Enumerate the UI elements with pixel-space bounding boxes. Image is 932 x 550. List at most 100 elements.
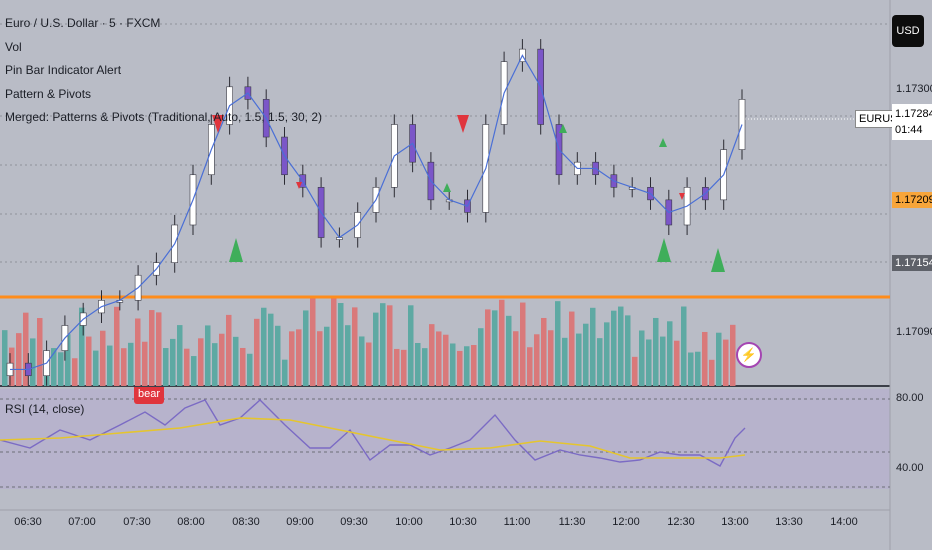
volume-bar bbox=[702, 331, 708, 386]
volume-bar bbox=[485, 309, 491, 386]
time-label: 13:00 bbox=[721, 516, 749, 528]
indicator-merged[interactable]: Merged: Patterns & Pivots (Traditional, … bbox=[5, 110, 323, 124]
volume-bar bbox=[149, 310, 155, 386]
indicator-vol[interactable]: Vol bbox=[5, 39, 22, 54]
volume-bar bbox=[184, 348, 190, 386]
bullish-triangle-marker bbox=[229, 238, 243, 262]
rsi-moving-average bbox=[0, 417, 746, 459]
volume-bar bbox=[268, 313, 274, 386]
volume-bar bbox=[93, 350, 99, 386]
lightning-icon[interactable]: ⚡ bbox=[736, 342, 762, 368]
volume-bar bbox=[261, 307, 267, 386]
indicator-pin-bar[interactable]: Pin Bar Indicator Alert bbox=[5, 63, 122, 77]
volume-bar bbox=[401, 349, 407, 386]
volume-bar bbox=[408, 305, 414, 386]
volume-bar bbox=[373, 312, 379, 386]
price-label-top: 1.17300 bbox=[896, 83, 932, 95]
rsi-label-80: 80.00 bbox=[896, 392, 924, 404]
volume-bar bbox=[527, 347, 533, 386]
volume-bar bbox=[352, 307, 358, 386]
volume-bar bbox=[30, 338, 36, 386]
volume-bar bbox=[716, 332, 722, 386]
small-bearish-marker bbox=[296, 182, 302, 189]
volume-bar bbox=[660, 336, 666, 386]
volume-bar bbox=[338, 303, 344, 386]
time-label: 07:30 bbox=[123, 516, 151, 528]
volume-bar bbox=[142, 341, 148, 386]
volume-bar bbox=[415, 342, 421, 386]
volume-bar bbox=[471, 345, 477, 386]
volume-bar bbox=[114, 306, 120, 386]
volume-bar bbox=[562, 337, 568, 386]
volume-bar bbox=[646, 339, 652, 386]
small-bearish-marker bbox=[679, 193, 685, 200]
volume-bar bbox=[254, 318, 260, 386]
volume-bar bbox=[156, 312, 162, 386]
bullish-triangle-marker bbox=[657, 238, 671, 262]
volume-bar bbox=[674, 340, 680, 386]
volume-bar bbox=[723, 339, 729, 386]
orange-level-tag: 1.17209 bbox=[892, 192, 932, 208]
volume-bar bbox=[191, 356, 197, 386]
volume-bar bbox=[443, 334, 449, 386]
volume-bar bbox=[310, 298, 316, 386]
volume-bar bbox=[681, 306, 687, 386]
volume-bar bbox=[240, 347, 246, 386]
volume-bar bbox=[345, 325, 351, 386]
volume-bar bbox=[317, 331, 323, 386]
volume-bar bbox=[58, 352, 64, 386]
chart-legend: Euro / U.S. Dollar · 5 · FXCM Vol Pin Ba… bbox=[5, 12, 322, 130]
volume-bar bbox=[597, 338, 603, 386]
volume-bar bbox=[289, 331, 295, 386]
time-label: 10:00 bbox=[395, 516, 423, 528]
volume-bar bbox=[625, 315, 631, 386]
volume-bar bbox=[163, 348, 169, 386]
volume-bar bbox=[499, 299, 505, 386]
indicator-pattern-pivots[interactable]: Pattern & Pivots bbox=[5, 86, 92, 101]
small-bullish-marker bbox=[659, 138, 667, 147]
volume-bar bbox=[100, 330, 106, 386]
volume-bar bbox=[177, 325, 183, 386]
last-price-value: 1.17284 bbox=[895, 108, 932, 120]
volume-bar bbox=[590, 307, 596, 386]
volume-bar bbox=[639, 330, 645, 386]
volume-bar bbox=[303, 310, 309, 386]
volume-bar bbox=[730, 324, 736, 386]
volume-bar bbox=[219, 333, 225, 386]
last-price-tag: 1.17284 01:44 bbox=[892, 104, 932, 140]
currency-button[interactable]: USD bbox=[892, 15, 924, 47]
volume-bar bbox=[331, 296, 337, 386]
symbol-title[interactable]: Euro / U.S. Dollar · 5 · FXCM bbox=[5, 16, 161, 30]
volume-bar bbox=[275, 325, 281, 386]
time-label: 09:00 bbox=[286, 516, 314, 528]
volume-bar bbox=[492, 310, 498, 386]
volume-bar bbox=[569, 311, 575, 386]
time-label: 08:30 bbox=[232, 516, 260, 528]
volume-bar bbox=[366, 342, 372, 386]
volume-bar bbox=[387, 305, 393, 386]
bear-signal-label: bear bbox=[134, 387, 165, 404]
volume-bar bbox=[541, 317, 547, 386]
small-bullish-marker bbox=[559, 124, 567, 133]
volume-bar bbox=[436, 331, 442, 386]
volume-bar bbox=[359, 336, 365, 386]
volume-bar bbox=[513, 331, 519, 386]
volume-bar bbox=[709, 359, 715, 386]
rsi-title[interactable]: RSI (14, close) bbox=[5, 402, 85, 416]
volume-bar bbox=[506, 315, 512, 386]
volume-bar bbox=[520, 302, 526, 386]
volume-bar bbox=[86, 336, 92, 386]
volume-bar bbox=[72, 358, 78, 386]
volume-bar bbox=[422, 348, 428, 386]
volume-bar bbox=[450, 343, 456, 386]
time-label: 06:30 bbox=[14, 516, 42, 528]
volume-bar bbox=[170, 338, 176, 386]
time-label: 10:30 bbox=[449, 516, 477, 528]
volume-bar bbox=[618, 306, 624, 386]
volume-bar bbox=[296, 329, 302, 386]
volume-bar bbox=[380, 303, 386, 386]
time-label: 12:30 bbox=[667, 516, 695, 528]
volume-bar bbox=[37, 318, 43, 386]
small-bullish-marker bbox=[443, 183, 451, 192]
